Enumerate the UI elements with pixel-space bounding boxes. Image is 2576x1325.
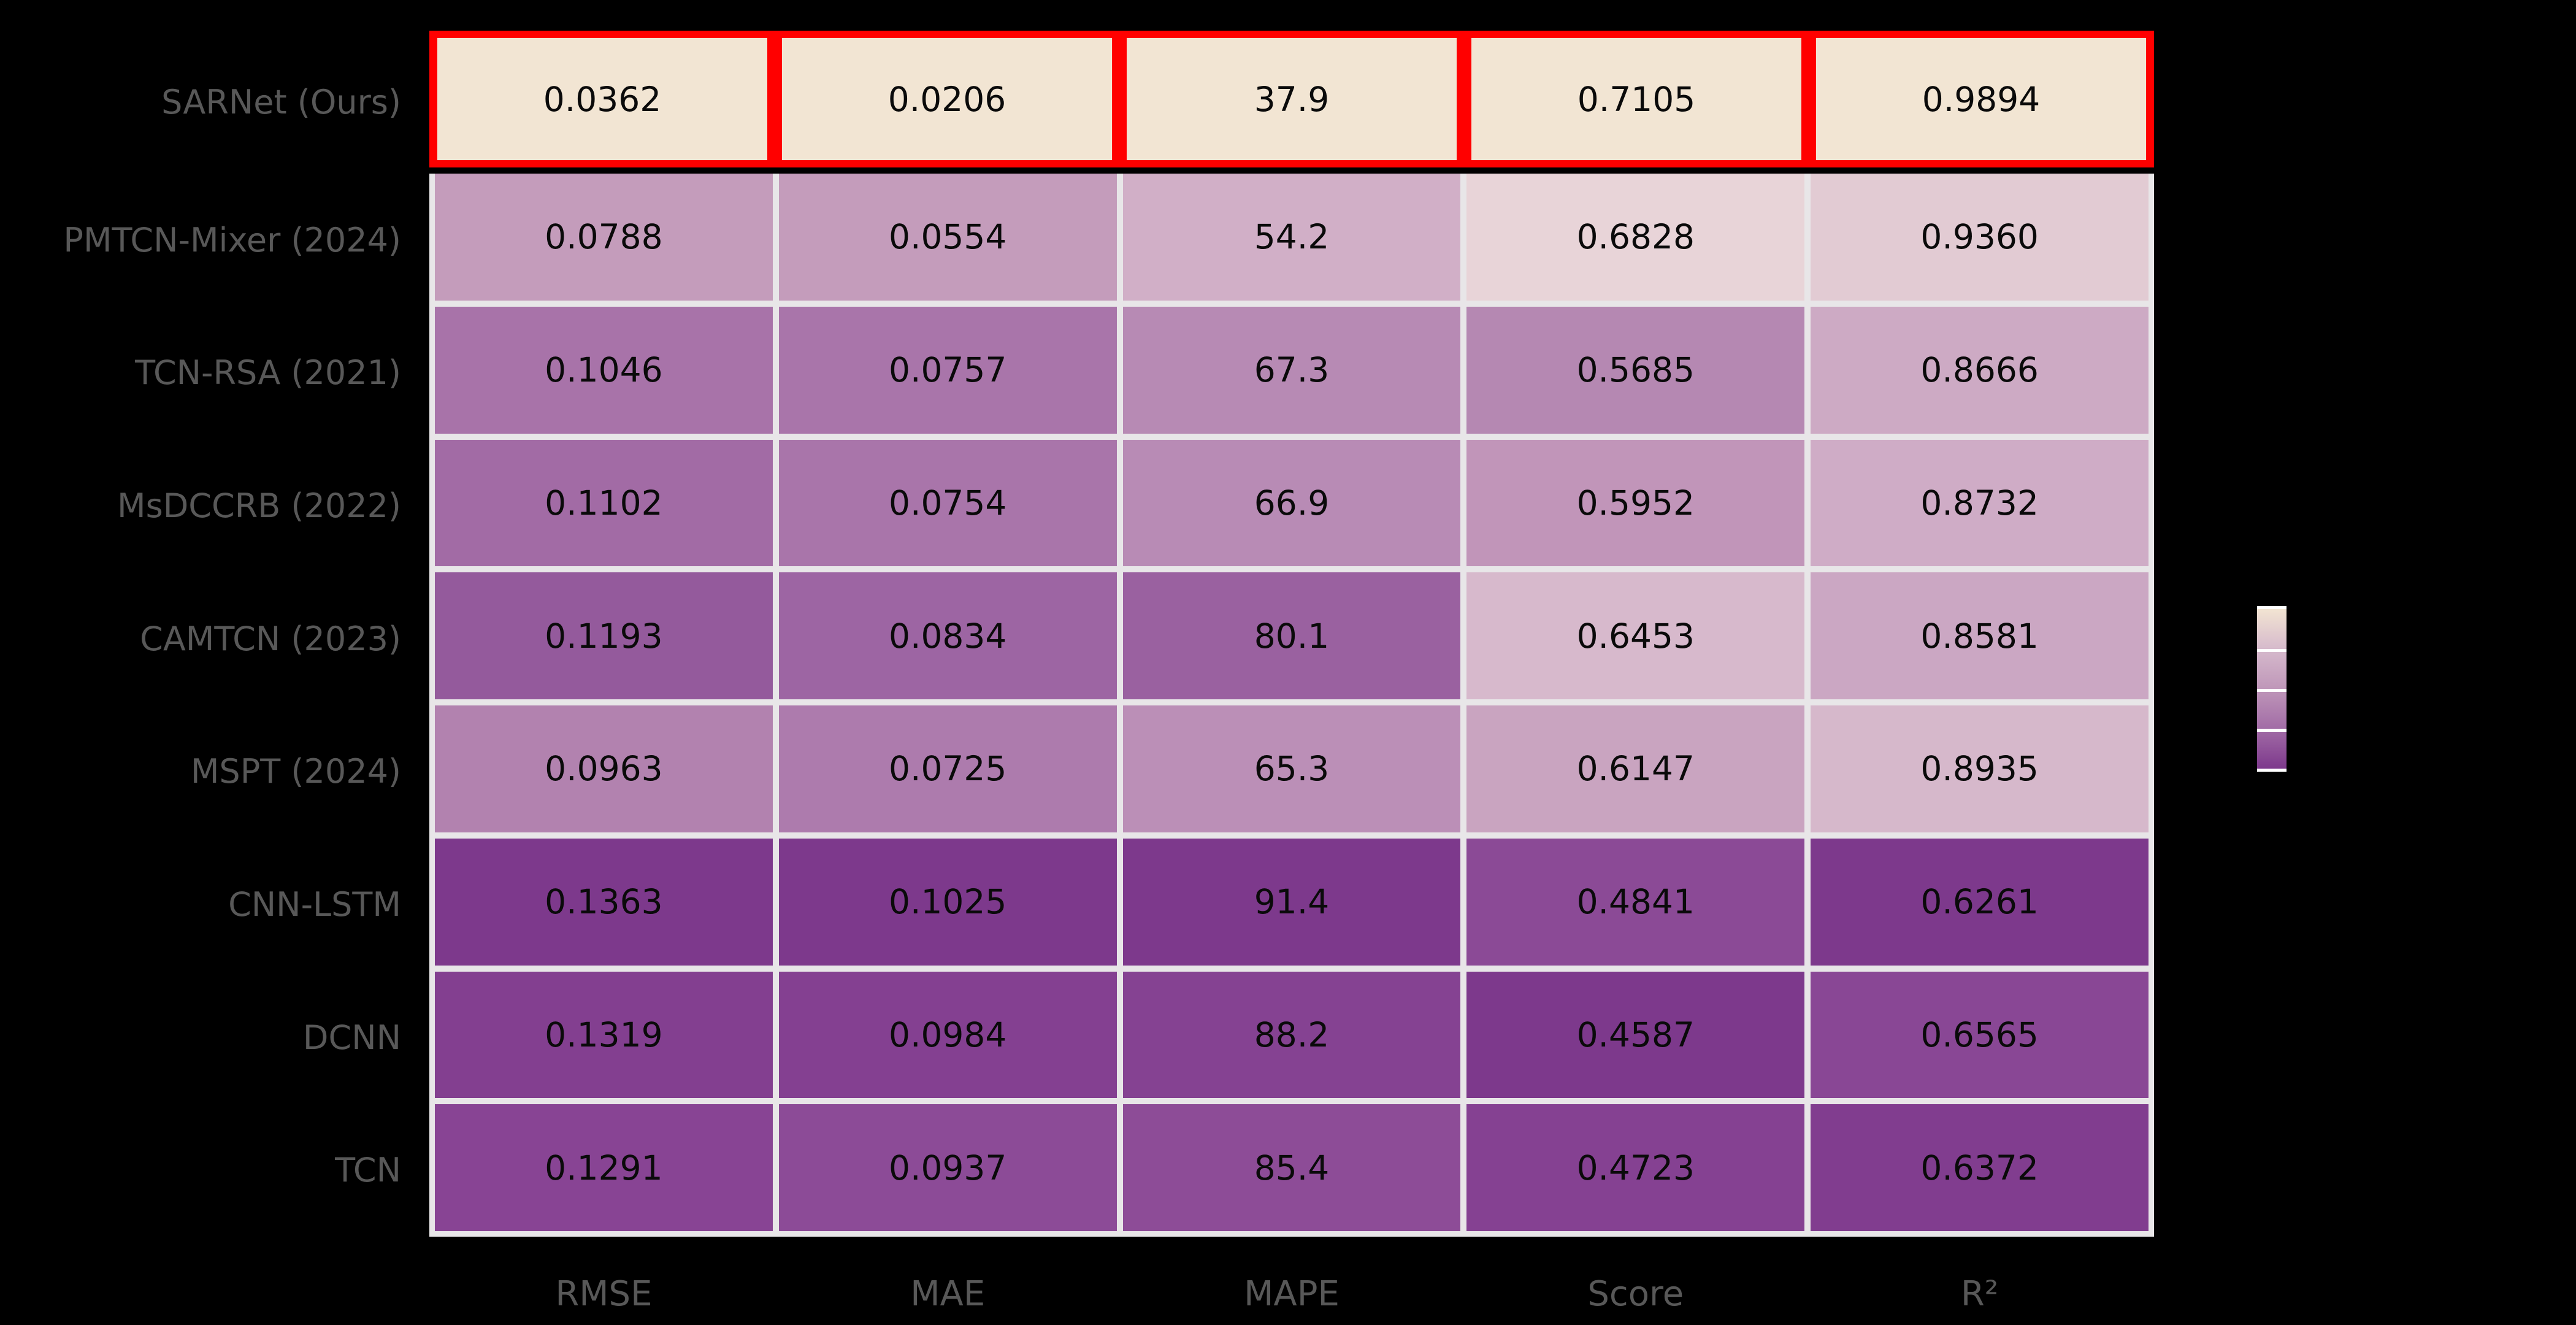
row-label: TCN-RSA (2021): [135, 353, 401, 393]
row-label: CNN-LSTM: [228, 885, 401, 924]
row-label: CAMTCN (2023): [140, 619, 401, 658]
heatmap-cell: 0.6828: [1466, 174, 1805, 301]
column-label: RMSE: [555, 1273, 653, 1314]
heatmap-cell: 66.9: [1122, 439, 1461, 567]
heatmap-cell: 0.9894: [1816, 38, 2146, 160]
column-label: MAE: [910, 1273, 986, 1314]
colorbar: [2257, 606, 2287, 772]
heatmap-cell: 0.9360: [1811, 174, 2149, 301]
heatmap-cell: 0.8666: [1811, 306, 2149, 434]
heatmap-cell: 0.0362: [437, 38, 767, 160]
heatmap-cell: 0.5685: [1466, 306, 1805, 434]
heatmap-row: 0.1291 0.0937 85.4 0.4723 0.6372: [435, 1104, 2149, 1231]
heatmap-cell: 0.8581: [1811, 572, 2149, 699]
heatmap-cell: 0.0834: [778, 572, 1117, 699]
heatmap-cell: 0.0554: [778, 174, 1117, 301]
heatmap-cell: 0.0937: [778, 1104, 1117, 1231]
heatmap-cell: 91.4: [1122, 838, 1461, 966]
row-label: DCNN: [302, 1018, 401, 1057]
heatmap-cell: 0.0984: [778, 971, 1117, 1099]
heatmap-cell: 0.1102: [435, 439, 773, 567]
heatmap-cell: 0.0963: [435, 705, 773, 832]
heatmap-row: 0.1102 0.0754 66.9 0.5952 0.8732: [435, 439, 2149, 567]
heatmap-cell: 0.0725: [778, 705, 1117, 832]
row-axis-labels: SARNet (Ours) PMTCN-Mixer (2024) TCN-RSA (…: [0, 31, 429, 1237]
heatmap-cell: 0.4723: [1466, 1104, 1805, 1231]
heatmap-cell: 0.0754: [778, 439, 1117, 567]
heatmap-cell: 0.6372: [1811, 1104, 2149, 1231]
heatmap-row: 0.1193 0.0834 80.1 0.6453 0.8581: [435, 572, 2149, 699]
heatmap-cell: 0.1291: [435, 1104, 773, 1231]
heatmap-row: 0.0963 0.0725 65.3 0.6147 0.8935: [435, 705, 2149, 832]
row-label: MsDCCRB (2022): [117, 486, 401, 526]
heatmap-cell: 65.3: [1122, 705, 1461, 832]
heatmap-row: 0.1046 0.0757 67.3 0.5685 0.8666: [435, 306, 2149, 434]
heatmap-cell: 0.6261: [1811, 838, 2149, 966]
heatmap-cell: 54.2: [1122, 174, 1461, 301]
heatmap-cell: 0.0757: [778, 306, 1117, 434]
heatmap-cell: 37.9: [1127, 38, 1457, 160]
row-label: PMTCN-Mixer (2024): [63, 220, 401, 259]
heatmap-cell: 0.1046: [435, 306, 773, 434]
colorbar-tick: [2257, 689, 2287, 692]
row-label: TCN: [335, 1151, 401, 1190]
heatmap-cell: 0.7105: [1471, 38, 1801, 160]
colorbar-tick: [2257, 729, 2287, 732]
colorbar-gradient: [2257, 609, 2287, 769]
column-axis-labels: RMSE MAE MAPE Score R²: [429, 1266, 2154, 1321]
heatmap-cell: 0.8732: [1811, 439, 2149, 567]
heatmap-cell: 0.6453: [1466, 572, 1805, 699]
column-label: MAPE: [1244, 1273, 1340, 1314]
heatmap-cell: 0.6147: [1466, 705, 1805, 832]
highlighted-best-row: 0.0362 0.0206 37.9 0.7105 0.9894: [429, 31, 2154, 167]
heatmap-cell: 0.1363: [435, 838, 773, 966]
heatmap-grid: 0.0362 0.0206 37.9 0.7105 0.9894 0.0788 0.055…: [429, 31, 2154, 1237]
heatmap-cell: 0.4841: [1466, 838, 1805, 966]
heatmap-row: 0.0788 0.0554 54.2 0.6828 0.9360: [435, 174, 2149, 301]
heatmap-cell: 80.1: [1122, 572, 1461, 699]
heatmap-cell: 0.6565: [1811, 971, 2149, 1099]
heatmap-row: 0.1319 0.0984 88.2 0.4587 0.6565: [435, 971, 2149, 1099]
heatmap-cell: 0.1193: [435, 572, 773, 699]
row-label: SARNet (Ours): [161, 83, 401, 121]
heatmap-cell: 88.2: [1122, 971, 1461, 1099]
heatmap-cell: 0.5952: [1466, 439, 1805, 567]
row-label: MSPT (2024): [190, 752, 401, 791]
row-divider: [429, 167, 2154, 174]
heatmap-cell: 0.1025: [778, 838, 1117, 966]
heatmap-cell: 0.4587: [1466, 971, 1805, 1099]
heatmap-rows: 0.0788 0.0554 54.2 0.6828 0.9360 0.1046 0.0757…: [429, 174, 2154, 1237]
heatmap-cell: 67.3: [1122, 306, 1461, 434]
heatmap-cell: 0.0788: [435, 174, 773, 301]
heatmap-cell: 0.1319: [435, 971, 773, 1099]
heatmap-cell: 85.4: [1122, 1104, 1461, 1231]
heatmap-cell: 0.0206: [782, 38, 1112, 160]
heatmap-row: 0.1363 0.1025 91.4 0.4841 0.6261: [435, 838, 2149, 966]
heatmap-cell: 0.8935: [1811, 705, 2149, 832]
column-label: R²: [1960, 1273, 1999, 1314]
colorbar-tick: [2257, 649, 2287, 652]
column-label: Score: [1587, 1273, 1684, 1314]
